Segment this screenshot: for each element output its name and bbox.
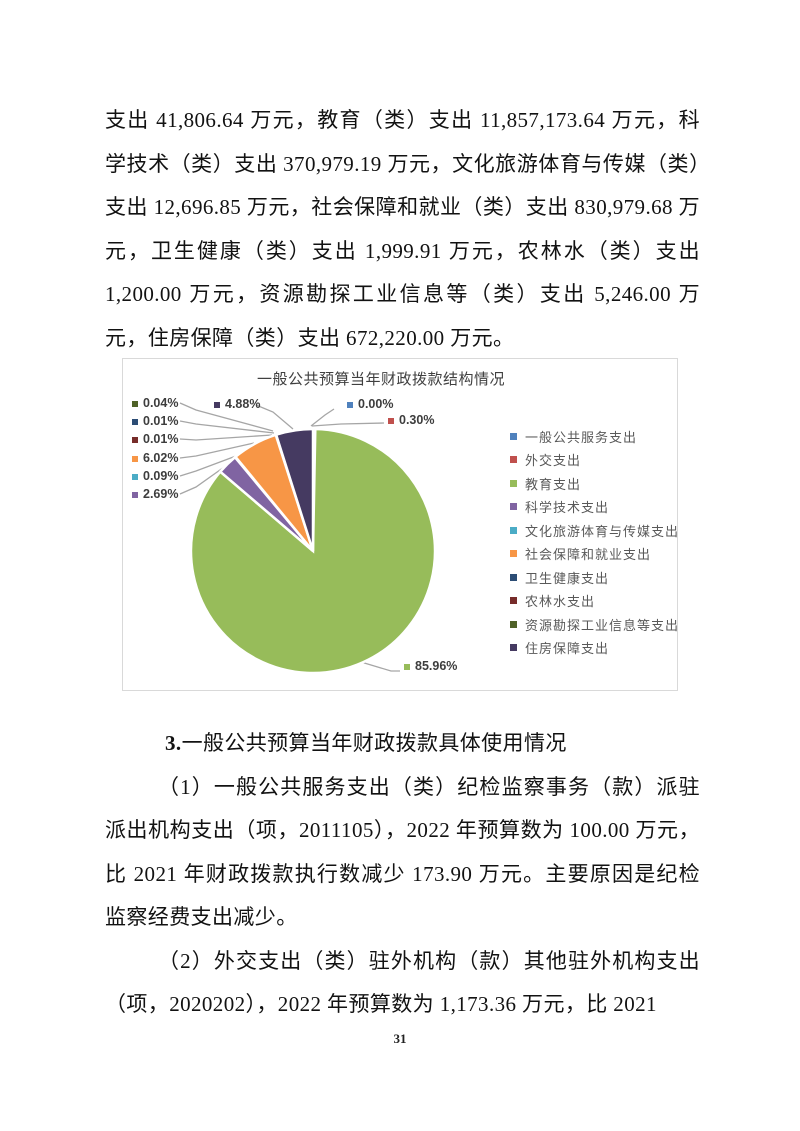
label-value: 4.88%	[225, 397, 261, 411]
legend-label: 住房保障支出	[525, 641, 610, 656]
legend-item: 资源勘探工业信息等支出	[510, 617, 680, 633]
chart-title: 一般公共预算当年财政拨款结构情况	[256, 371, 505, 388]
pie-data-label: 0.00%	[347, 397, 393, 412]
legend-label: 卫生健康支出	[525, 570, 610, 586]
paragraph-expenditure-summary: 支出 41,806.64 万元，教育（类）支出 11,857,173.64 万元…	[105, 108, 700, 350]
legend-item: 卫生健康支出	[510, 570, 679, 586]
label-value: 85.96%	[415, 659, 458, 673]
legend-swatch	[510, 479, 517, 487]
pie	[189, 427, 437, 675]
label-value: 0.30%	[399, 413, 435, 427]
label-value: 0.01%	[143, 432, 179, 446]
legend-item: 文化旅游体育与传媒支出	[510, 523, 680, 539]
legend-item: 住房保障支出	[510, 641, 679, 656]
legend-swatch	[510, 644, 517, 651]
legend-item: 社会保障和就业支出	[510, 547, 679, 562]
leader-lines	[179, 402, 400, 672]
chart-legend: 一般公共服务支出 外交支出 教育支出 科学技术支出 文化旅游体育与传媒支出 社会…	[510, 429, 680, 656]
section-title: 一般公共预算当年财政拨款具体使用情况	[181, 731, 567, 755]
section-number: 3.	[165, 731, 182, 755]
legend-label: 农林水支出	[525, 594, 596, 609]
pie-data-label: 4.88%	[214, 397, 260, 412]
label-value: 2.69%	[143, 487, 179, 501]
label-swatch	[132, 473, 138, 480]
legend-item: 教育支出	[510, 476, 679, 492]
legend-swatch	[510, 526, 517, 534]
label-value: 0.04%	[143, 396, 179, 410]
paragraph-item-2: （2）外交支出（类）驻外机构（款）其他驻外机构支出（项，2020202），202…	[105, 948, 700, 1017]
lower-text-block: 3.一般公共预算当年财政拨款具体使用情况 （1）一般公共服务支出（类）纪检监察事…	[105, 722, 700, 1027]
label-value: 0.00%	[358, 397, 394, 411]
label-value: 0.09%	[143, 469, 179, 483]
label-swatch	[132, 400, 138, 407]
pie-data-label: 0.04%	[132, 396, 178, 411]
paragraph-item-1: （1）一般公共服务支出（类）纪检监察事务（款）派驻派出机构支出（项，201110…	[105, 774, 700, 930]
pie-data-label: 2.69%	[132, 487, 178, 502]
pie-data-label: 85.96%	[404, 659, 457, 674]
pie-data-label: 0.30%	[388, 413, 434, 428]
label-swatch	[388, 417, 394, 424]
legend-item: 科学技术支出	[510, 500, 679, 515]
pie-data-label: 0.09%	[132, 469, 178, 484]
legend-swatch	[510, 620, 517, 628]
legend-item: 一般公共服务支出	[510, 429, 679, 445]
pie-data-label: 6.02%	[132, 451, 178, 466]
legend-swatch	[510, 550, 517, 557]
label-swatch	[132, 491, 138, 498]
legend-swatch	[510, 456, 517, 463]
legend-label: 文化旅游体育与传媒支出	[525, 523, 680, 539]
pie-slice-9	[274, 427, 315, 552]
section-heading: 3.一般公共预算当年财政拨款具体使用情况	[105, 722, 700, 766]
page-number: 31	[393, 1031, 407, 1046]
legend-label: 外交支出	[525, 453, 582, 468]
legend-label: 社会保障和就业支出	[525, 547, 652, 562]
label-swatch	[347, 401, 353, 408]
legend-swatch	[510, 432, 517, 440]
label-swatch	[132, 436, 138, 443]
label-swatch	[214, 401, 220, 408]
legend-swatch	[510, 573, 517, 581]
label-swatch	[404, 663, 410, 670]
legend-label: 科学技术支出	[525, 500, 610, 515]
label-value: 0.01%	[143, 414, 179, 428]
pie-data-label: 0.01%	[132, 414, 178, 429]
legend-label: 资源勘探工业信息等支出	[525, 617, 680, 633]
legend-item: 外交支出	[510, 453, 679, 468]
legend-swatch	[510, 597, 517, 604]
legend-label: 教育支出	[525, 476, 582, 492]
pie-chart-canvas	[179, 402, 437, 675]
pie-chart-figure: 一般公共预算当年财政拨款结构情况 0.00% 0.30%	[122, 358, 678, 691]
label-swatch	[132, 418, 138, 425]
legend-item: 农林水支出	[510, 594, 679, 609]
label-value: 6.02%	[143, 451, 179, 465]
legend-swatch	[510, 503, 517, 510]
pie-data-label: 0.01%	[132, 432, 178, 447]
legend-label: 一般公共服务支出	[525, 429, 638, 445]
label-swatch	[132, 455, 138, 462]
